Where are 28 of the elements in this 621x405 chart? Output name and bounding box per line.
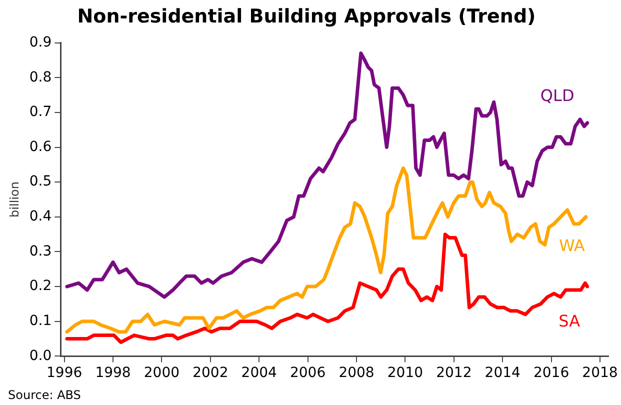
x-tick-label: 2004 [241, 365, 278, 382]
series-label: QLD [540, 86, 574, 106]
y-tick-label: 0.8 [29, 69, 52, 86]
x-tick-label: 1998 [95, 365, 131, 382]
chart-title: Non-residential Building Approvals (Trend) [77, 5, 536, 28]
y-axis-title: billion [7, 182, 22, 218]
y-tick-label: 0.5 [29, 174, 52, 190]
x-tick-label: 2014 [484, 365, 521, 382]
y-tick-label: 0.0 [29, 348, 52, 364]
y-tick-label: 0.7 [29, 104, 52, 120]
y-tick-label: 0.1 [29, 313, 52, 330]
x-tick-label: 2000 [144, 365, 180, 382]
x-tick-label: 2002 [192, 365, 228, 382]
x-tick-label: 2008 [338, 365, 374, 382]
y-tick-label: 0.6 [29, 138, 52, 155]
x-tick-label: 1996 [46, 365, 82, 382]
x-tick-label: 2012 [436, 365, 472, 382]
y-tick-label: 0.2 [29, 278, 52, 294]
series-label: WA [558, 236, 585, 256]
x-tick-label: 2018 [582, 365, 618, 382]
series-label: SA [558, 312, 580, 331]
y-tick-label: 0.3 [29, 243, 52, 260]
x-tick-label: 2016 [533, 365, 570, 382]
x-tick-label: 2006 [290, 365, 326, 382]
y-tick-label: 0.4 [29, 208, 52, 225]
x-tick-label: 2010 [387, 365, 424, 382]
y-tick-label: 0.9 [29, 34, 52, 50]
source-note: Source: ABS [8, 388, 81, 402]
